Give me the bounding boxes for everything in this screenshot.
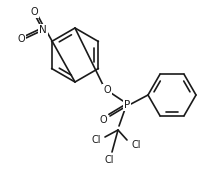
Text: Cl: Cl <box>104 155 114 165</box>
Text: Cl: Cl <box>131 140 141 150</box>
Text: O: O <box>17 34 25 44</box>
Text: O: O <box>99 115 107 125</box>
Text: O: O <box>103 85 111 95</box>
Text: O: O <box>30 7 38 17</box>
Text: P: P <box>124 100 130 110</box>
Text: N: N <box>39 25 47 35</box>
Text: Cl: Cl <box>91 135 101 145</box>
